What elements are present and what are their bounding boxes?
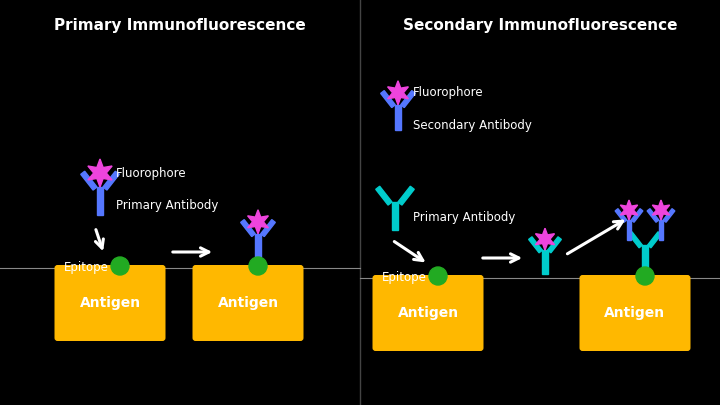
Polygon shape [387, 81, 408, 105]
Polygon shape [663, 209, 675, 222]
Text: Fluorophore: Fluorophore [116, 166, 186, 179]
Text: Fluorophore: Fluorophore [413, 86, 484, 99]
Text: Antigen: Antigen [79, 296, 140, 310]
FancyBboxPatch shape [192, 265, 304, 341]
Text: Antigen: Antigen [397, 306, 459, 320]
Polygon shape [647, 209, 659, 222]
Polygon shape [376, 186, 392, 205]
Text: Secondary Immunofluorescence: Secondary Immunofluorescence [402, 18, 678, 33]
Circle shape [636, 267, 654, 285]
Text: Primary Antibody: Primary Antibody [413, 211, 516, 224]
Polygon shape [381, 91, 395, 108]
Polygon shape [652, 200, 670, 220]
Polygon shape [621, 200, 638, 220]
Polygon shape [261, 220, 275, 237]
Text: Primary Immunofluorescence: Primary Immunofluorescence [54, 18, 306, 33]
Text: Secondary Antibody: Secondary Antibody [413, 119, 532, 132]
Polygon shape [547, 237, 562, 253]
Polygon shape [659, 220, 663, 240]
FancyBboxPatch shape [580, 275, 690, 351]
Polygon shape [627, 220, 631, 240]
Polygon shape [395, 105, 401, 130]
Polygon shape [81, 171, 97, 190]
Polygon shape [615, 209, 627, 222]
Polygon shape [103, 171, 120, 190]
Circle shape [249, 257, 267, 275]
Polygon shape [642, 245, 647, 269]
Polygon shape [240, 220, 256, 237]
Polygon shape [401, 91, 415, 108]
Polygon shape [631, 209, 643, 222]
Polygon shape [542, 250, 547, 274]
Text: Antigen: Antigen [604, 306, 665, 320]
Polygon shape [256, 234, 261, 259]
Circle shape [429, 267, 447, 285]
FancyBboxPatch shape [55, 265, 166, 341]
Polygon shape [248, 210, 269, 234]
Polygon shape [97, 187, 103, 215]
Polygon shape [398, 186, 414, 205]
Polygon shape [647, 232, 662, 248]
Text: Epitope: Epitope [382, 271, 427, 284]
Polygon shape [528, 237, 542, 253]
Polygon shape [392, 202, 398, 230]
FancyBboxPatch shape [372, 275, 484, 351]
Polygon shape [629, 232, 642, 248]
Text: Epitope: Epitope [64, 262, 109, 275]
Polygon shape [88, 159, 112, 187]
Text: Primary Antibody: Primary Antibody [116, 198, 218, 211]
Polygon shape [536, 228, 554, 250]
Circle shape [111, 257, 129, 275]
Text: Antigen: Antigen [217, 296, 279, 310]
